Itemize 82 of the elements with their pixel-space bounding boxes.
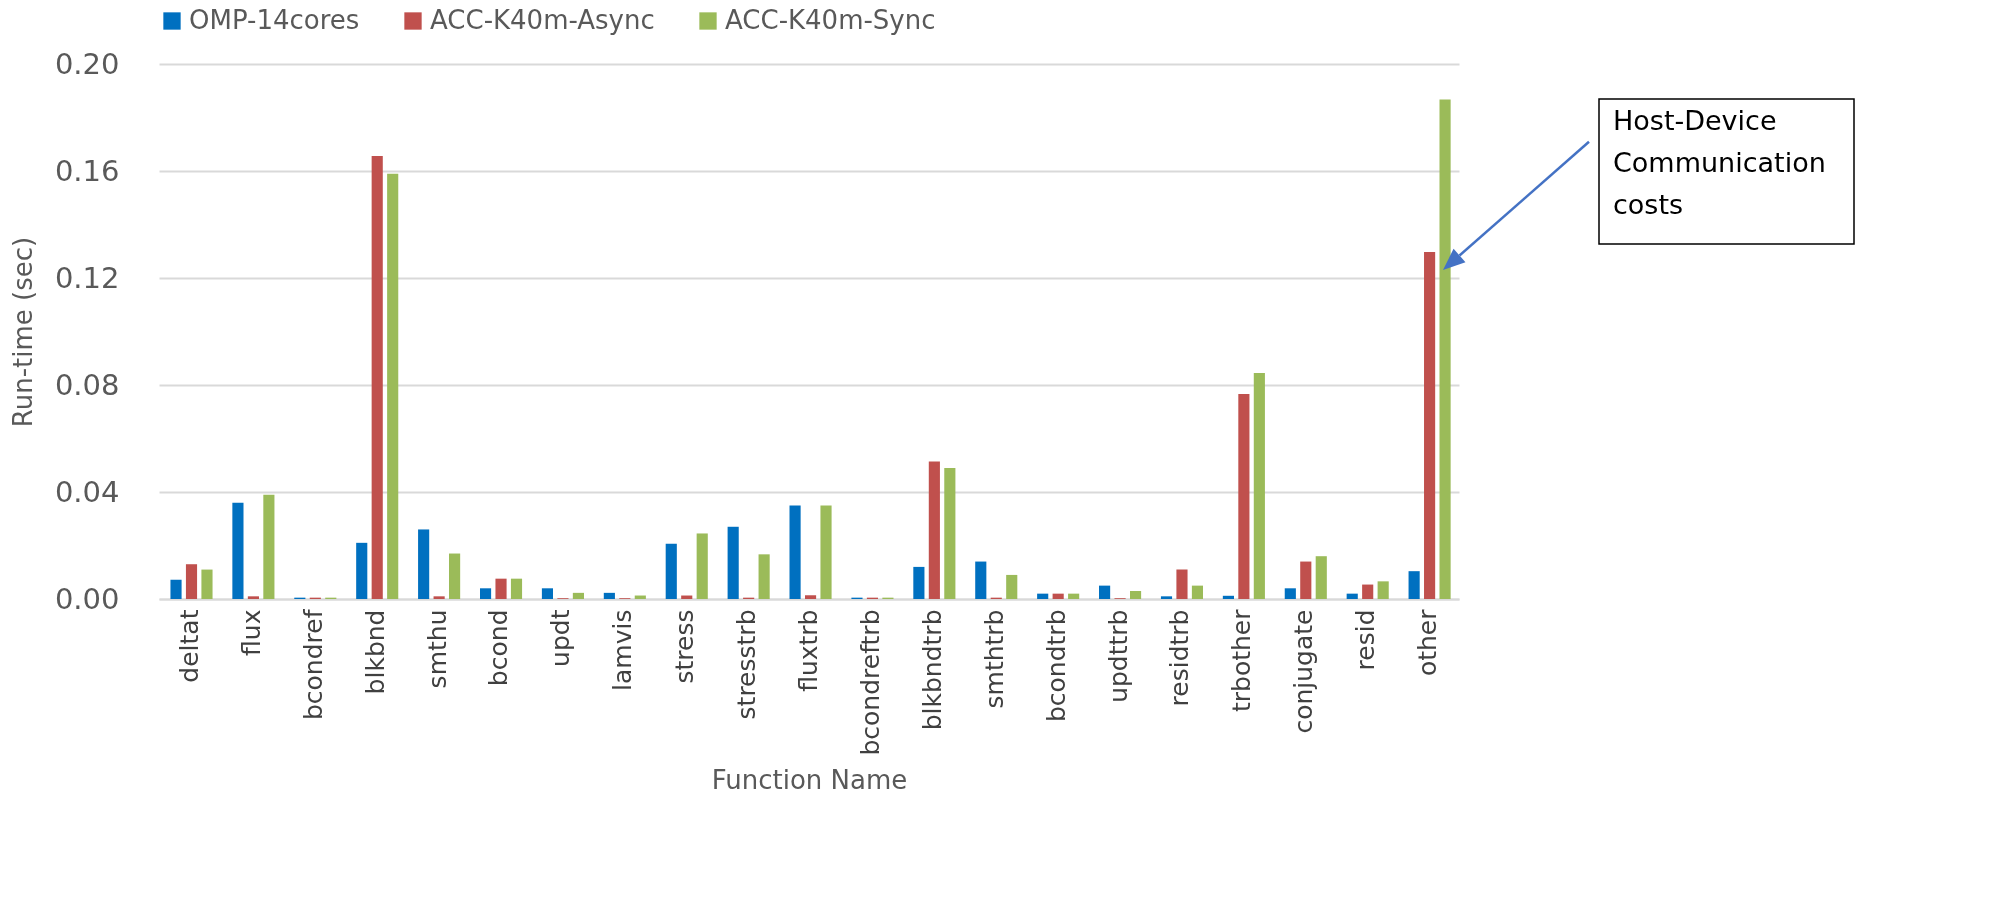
bar: [1408, 571, 1420, 599]
bar: [944, 467, 956, 599]
bar: [1099, 585, 1111, 599]
x-tick-label: smthu: [422, 609, 452, 689]
bar: [479, 588, 492, 599]
y-tick-label: 0.04: [54, 474, 120, 509]
bar: [1129, 590, 1142, 599]
bar: [433, 596, 445, 599]
x-tick-label: stresstrb: [732, 609, 762, 720]
bar: [1300, 561, 1312, 599]
x-tick-label: bcond: [484, 609, 514, 687]
x-tick-label: lamvis: [608, 609, 638, 691]
bar: [247, 596, 259, 599]
bar: [170, 579, 182, 599]
bar: [789, 505, 801, 599]
bar: [418, 529, 430, 599]
bar: [1238, 394, 1250, 599]
bar: [696, 533, 708, 599]
x-tick-label: fluxtrb: [794, 609, 823, 692]
bar: [1284, 588, 1296, 599]
y-tick-label: 0.20: [54, 46, 120, 81]
bar: [1424, 252, 1436, 599]
x-tick-label: blkbndtrb: [917, 609, 947, 731]
bar: [449, 553, 461, 599]
bar: [1037, 593, 1049, 599]
bar: [1315, 556, 1327, 599]
x-tick-label: blkbnd: [360, 609, 390, 695]
bar: [1191, 585, 1204, 599]
x-tick-label: stress: [670, 609, 700, 684]
x-tick-label: trbother: [1227, 608, 1257, 713]
bar: [263, 494, 275, 599]
bar: [371, 156, 383, 599]
bar: [356, 542, 368, 599]
bar: [1377, 581, 1389, 599]
bar: [201, 569, 213, 599]
bar: [495, 578, 507, 599]
x-tick-label: residtrb: [1165, 609, 1195, 707]
x-axis-title: Function Name: [711, 764, 908, 795]
bar: [541, 588, 554, 599]
y-tick-label: 0.12: [54, 260, 120, 295]
x-tick-label: deltat: [174, 609, 204, 683]
x-tick-label: conjugate: [1289, 609, 1319, 734]
bar: [804, 595, 817, 599]
legend-label: ACC-K40m-Sync: [725, 5, 936, 35]
y-tick-label: 0.00: [54, 581, 120, 616]
x-tick-label: resid: [1351, 609, 1381, 671]
bar: [232, 502, 244, 599]
bar: [1362, 584, 1374, 599]
bar: [975, 561, 987, 599]
bar: [603, 592, 615, 599]
x-tick-label: bcondtrb: [1041, 609, 1071, 723]
legend-label: OMP-14cores: [189, 5, 360, 35]
bar: [1006, 574, 1018, 599]
bar: [1346, 593, 1358, 599]
bar: [1068, 593, 1080, 599]
bar: [820, 505, 832, 599]
x-tick-label: other: [1413, 608, 1443, 677]
x-tick-label: updttrb: [1103, 609, 1133, 703]
bar: [510, 578, 523, 599]
bar: [1253, 372, 1265, 599]
bar: [758, 554, 770, 599]
legend-label: ACC-K40m-Async: [430, 5, 655, 35]
bar: [928, 461, 940, 599]
x-tick-label: bcondref: [298, 608, 328, 721]
text: Host-Device Communication costs: [1613, 105, 1826, 220]
bar: [1052, 593, 1064, 599]
bar: [1160, 596, 1173, 599]
y-tick-label: 0.16: [54, 153, 120, 188]
x-tick-label: flux: [236, 609, 266, 656]
y-tick-label: 0.08: [54, 367, 120, 402]
bar: [185, 564, 198, 599]
x-tick-label: smthtrb: [979, 609, 1009, 709]
x-tick-label: bcondreftrb: [855, 609, 885, 756]
bar: [572, 592, 584, 599]
bar: [1222, 595, 1234, 599]
bar: [727, 526, 739, 599]
x-tick-label: updt: [546, 609, 576, 667]
bar: [913, 566, 925, 599]
y-axis-title: Run-time (sec): [7, 236, 38, 428]
bar: [387, 173, 399, 599]
bar: [1176, 569, 1188, 599]
bar: [665, 543, 677, 599]
